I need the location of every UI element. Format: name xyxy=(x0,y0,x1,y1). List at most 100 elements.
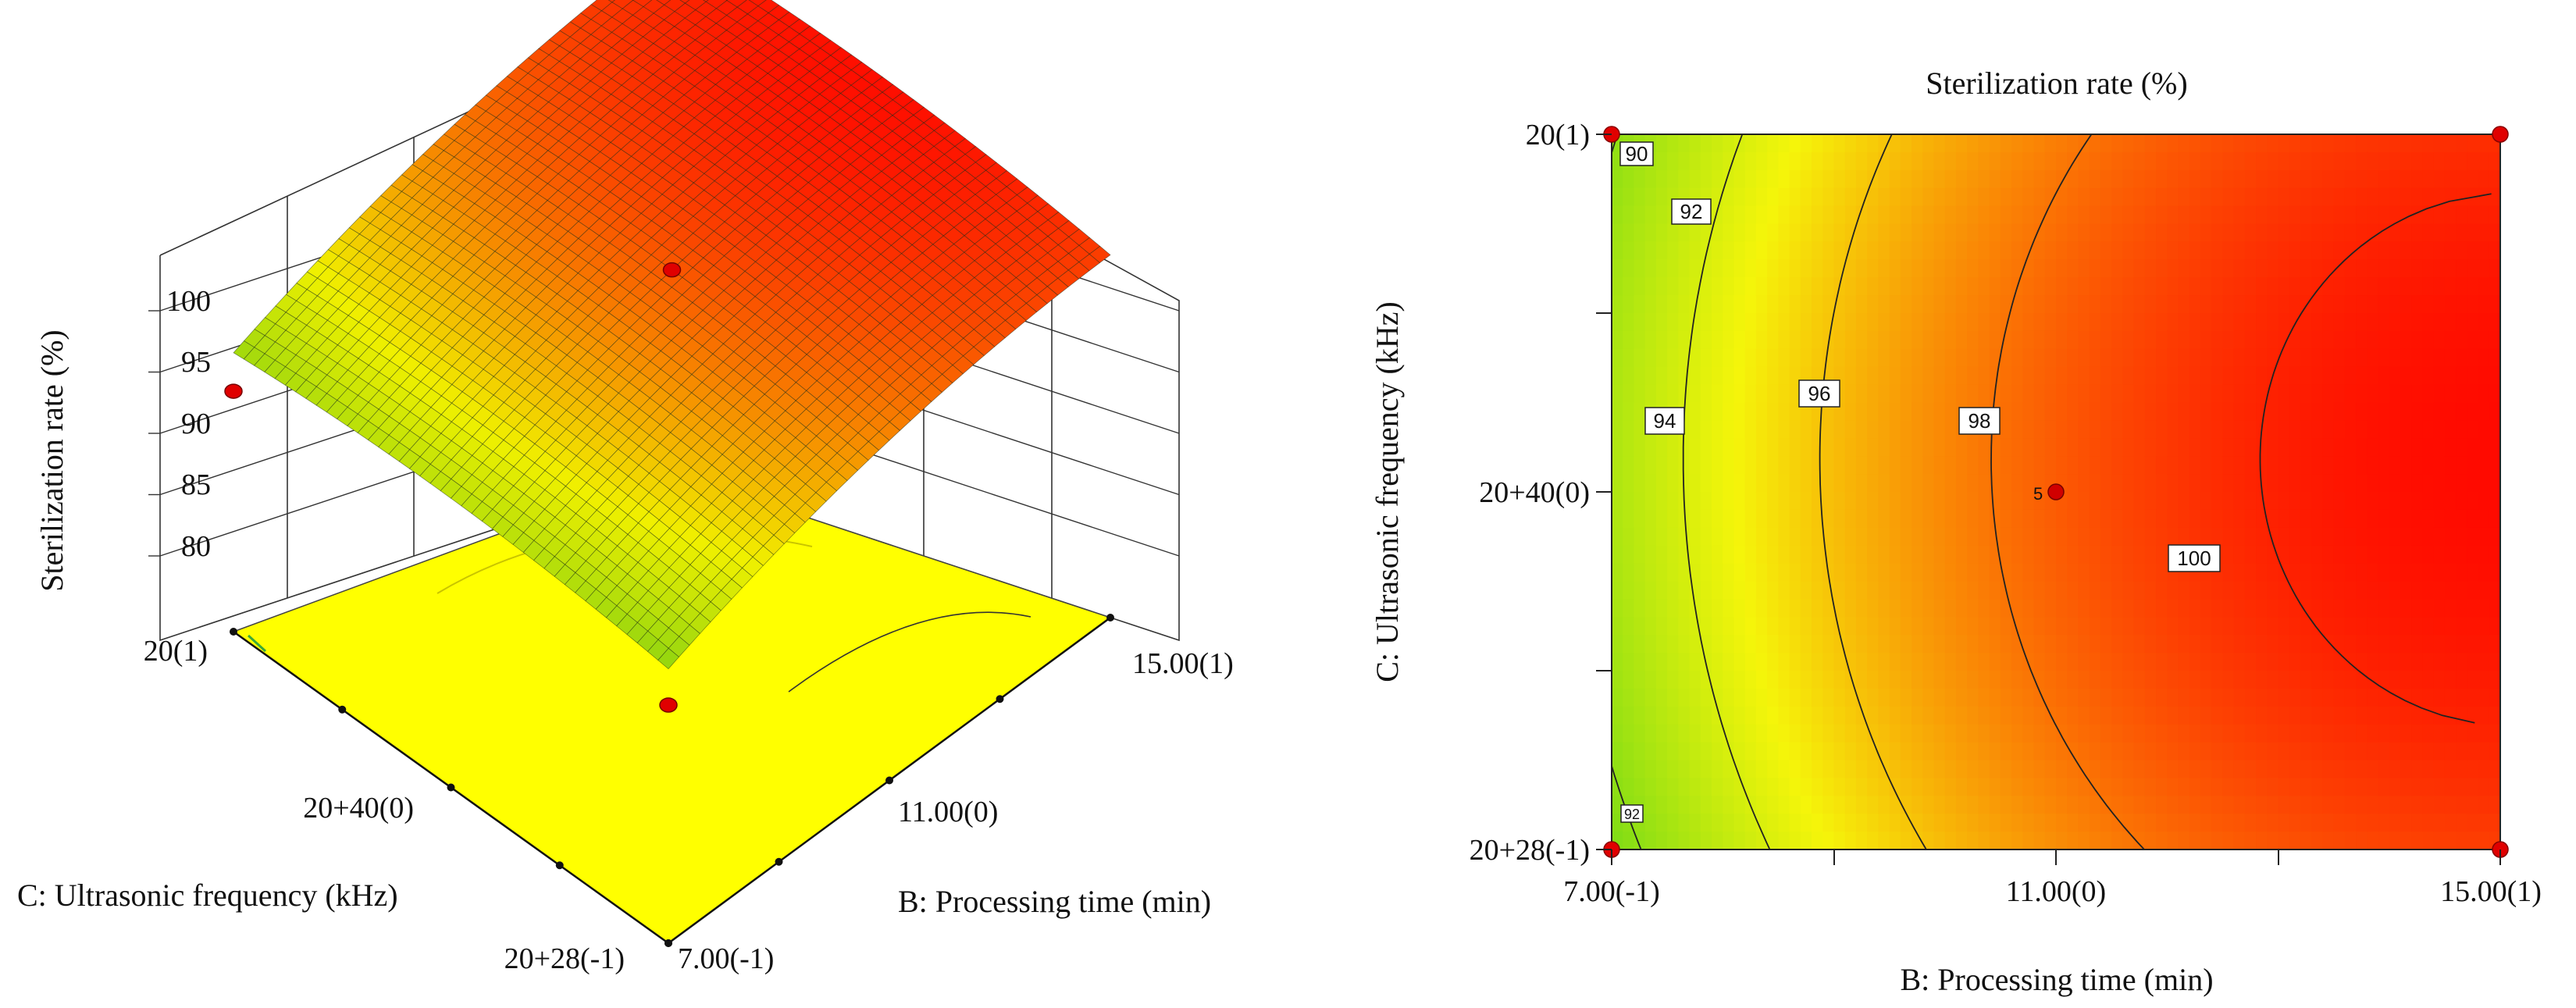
heatmap-cell xyxy=(1701,760,1712,779)
heatmap-cell xyxy=(1922,188,1934,207)
heatmap-cell xyxy=(2256,582,2268,600)
heatmap-cell xyxy=(1956,635,1968,654)
heatmap-cell xyxy=(1901,385,1912,403)
heatmap-cell xyxy=(1733,188,1745,207)
heatmap-cell xyxy=(2400,528,2412,547)
heatmap-cell xyxy=(1690,438,1701,457)
heatmap-cell xyxy=(1623,313,1634,332)
heatmap-cell xyxy=(2134,528,2146,547)
heatmap-cell xyxy=(2256,725,2268,743)
heatmap-cell xyxy=(2189,277,2201,296)
heatmap-cell xyxy=(2478,259,2490,278)
heatmap-cell xyxy=(2378,814,2390,832)
heatmap-cell xyxy=(2167,743,2179,761)
heatmap-cell xyxy=(2001,385,2012,403)
heatmap-cell xyxy=(1612,403,1623,422)
heatmap-cell xyxy=(2278,528,2290,547)
heatmap-cell xyxy=(2489,277,2501,296)
heatmap-cell xyxy=(2289,134,2301,153)
heatmap-cell xyxy=(2300,385,2312,403)
heatmap-cell xyxy=(1745,456,1757,475)
heatmap-cell xyxy=(1922,689,1934,707)
heatmap-cell xyxy=(2245,492,2257,511)
b-tick-label: 7.00(-1) xyxy=(678,942,774,975)
heatmap-cell xyxy=(2189,152,2201,171)
heatmap-cell xyxy=(1756,313,1768,332)
heatmap-cell xyxy=(1767,456,1779,475)
heatmap-cell xyxy=(2334,743,2346,761)
heatmap-cell xyxy=(2067,438,2079,457)
heatmap-cell xyxy=(2189,241,2201,260)
heatmap-cell xyxy=(1934,474,1946,493)
heatmap-cell xyxy=(2178,349,2189,368)
heatmap-cell xyxy=(2156,617,2168,636)
heatmap-cell xyxy=(1834,743,1846,761)
heatmap-cell xyxy=(1956,349,1968,368)
heatmap-cell xyxy=(2200,707,2212,725)
heatmap-cell xyxy=(2200,367,2212,386)
heatmap-cell xyxy=(2322,438,2334,457)
heatmap-cell xyxy=(2056,689,2068,707)
heatmap-cell xyxy=(1767,295,1779,314)
heatmap-cell xyxy=(2478,313,2490,332)
heatmap-cell xyxy=(2222,188,2234,207)
heatmap-cell xyxy=(2345,295,2357,314)
heatmap-cell xyxy=(2022,510,2034,529)
heatmap-cell xyxy=(1790,259,1801,278)
heatmap-cell xyxy=(2111,546,2123,565)
heatmap-cell xyxy=(2311,760,2323,779)
heatmap-cell xyxy=(1890,367,1901,386)
heatmap-cell xyxy=(1945,814,1957,832)
heatmap-cell xyxy=(1967,743,1979,761)
heatmap-cell xyxy=(2356,492,2368,511)
heatmap-cell xyxy=(2311,349,2323,368)
heatmap-cell xyxy=(2167,671,2179,689)
heatmap-cell xyxy=(1712,546,1723,565)
heatmap-cell xyxy=(1656,796,1668,814)
heatmap-cell xyxy=(2178,438,2189,457)
heatmap-cell xyxy=(1945,725,1957,743)
heatmap-cell xyxy=(1890,510,1901,529)
heatmap-cell xyxy=(1767,385,1779,403)
heatmap-cell xyxy=(2022,743,2034,761)
heatmap-cell xyxy=(1912,456,1923,475)
heatmap-cell xyxy=(2411,743,2423,761)
heatmap-cell xyxy=(2145,188,2157,207)
heatmap-cell xyxy=(2078,707,2090,725)
heatmap-cell xyxy=(2489,295,2501,314)
heatmap-cell xyxy=(1733,528,1745,547)
heatmap-cell xyxy=(2300,635,2312,654)
heatmap-cell xyxy=(1867,367,1879,386)
heatmap-cell xyxy=(2111,241,2123,260)
heatmap-cell xyxy=(1956,367,1968,386)
heatmap-cell xyxy=(1956,438,1968,457)
heatmap-cell xyxy=(2256,241,2268,260)
heatmap-cell xyxy=(2411,152,2423,171)
heatmap-cell xyxy=(1756,474,1768,493)
heatmap-cell xyxy=(2011,689,2023,707)
heatmap-cell xyxy=(2156,349,2168,368)
heatmap-cell xyxy=(2200,313,2212,332)
heatmap-cell xyxy=(2134,743,2146,761)
heatmap-cell xyxy=(2378,277,2390,296)
heatmap-cell xyxy=(2256,689,2268,707)
heatmap-cell xyxy=(1690,707,1701,725)
heatmap-cell xyxy=(2001,546,2012,565)
heatmap-cell xyxy=(2322,814,2334,832)
heatmap-cell xyxy=(2422,134,2434,153)
heatmap-cell xyxy=(2022,528,2034,547)
heatmap-cell xyxy=(2467,367,2478,386)
heatmap-cell xyxy=(2090,152,2101,171)
heatmap-cell xyxy=(2111,564,2123,582)
heatmap-cell xyxy=(2111,707,2123,725)
heatmap-cell xyxy=(2122,385,2134,403)
heatmap-cell xyxy=(2267,653,2278,671)
heatmap-cell xyxy=(1801,582,1812,600)
heatmap-cell xyxy=(1656,653,1668,671)
heatmap-cell xyxy=(1878,420,1890,439)
heatmap-cell xyxy=(2189,832,2201,850)
heatmap-cell xyxy=(2345,814,2357,832)
heatmap-cell xyxy=(1812,241,1823,260)
heatmap-cell xyxy=(2289,546,2301,565)
heatmap-cell xyxy=(1690,814,1701,832)
